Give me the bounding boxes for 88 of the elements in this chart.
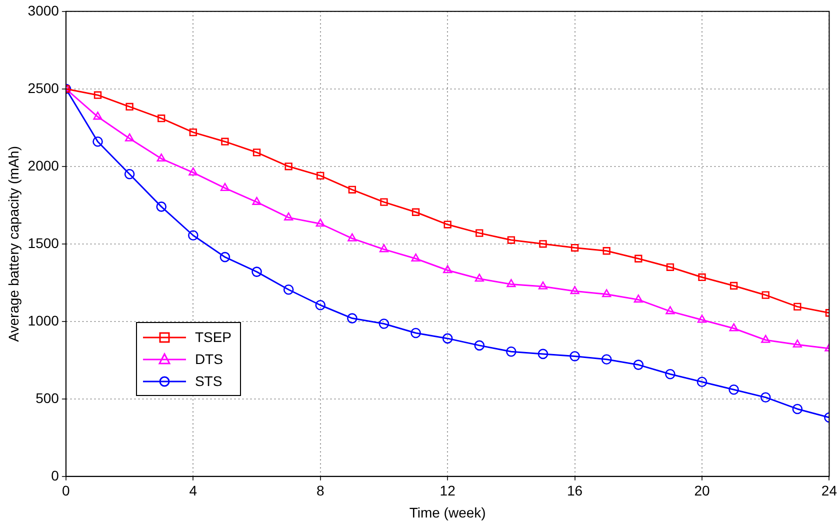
y-tick-label: 2000 xyxy=(28,157,60,174)
point xyxy=(794,302,802,311)
point xyxy=(730,282,738,290)
point xyxy=(220,182,230,191)
point xyxy=(156,202,167,212)
point xyxy=(158,114,166,122)
point xyxy=(252,196,262,205)
point xyxy=(760,392,771,402)
point xyxy=(378,318,390,329)
point xyxy=(633,360,644,370)
point xyxy=(93,112,102,120)
point xyxy=(696,376,708,387)
point xyxy=(729,323,738,332)
x-tick-label: 24 xyxy=(821,482,838,499)
point xyxy=(411,253,420,262)
point xyxy=(476,229,484,237)
point xyxy=(538,348,548,360)
point xyxy=(570,351,580,362)
point xyxy=(156,154,166,162)
x-tick-label: 16 xyxy=(567,482,583,499)
point xyxy=(666,306,675,314)
point xyxy=(316,172,324,180)
point xyxy=(634,294,643,303)
legend-label: STS xyxy=(194,373,222,390)
point xyxy=(506,279,516,288)
y-axis-title: Average battery capacity (mAh) xyxy=(5,146,22,342)
point xyxy=(443,265,452,274)
point xyxy=(507,236,516,244)
point xyxy=(602,247,610,255)
point xyxy=(252,148,261,156)
point xyxy=(570,286,580,294)
point xyxy=(570,244,579,252)
point xyxy=(315,300,326,310)
y-tick-label: 500 xyxy=(36,390,60,406)
point xyxy=(379,244,389,252)
y-tick-label: 3000 xyxy=(28,2,60,18)
point xyxy=(728,384,739,395)
point xyxy=(538,281,548,290)
x-tick-label: 20 xyxy=(694,482,710,499)
point xyxy=(762,291,770,299)
point xyxy=(92,136,103,147)
point xyxy=(792,404,803,414)
point xyxy=(284,212,294,220)
x-axis-title: Time (week) xyxy=(409,504,486,520)
point xyxy=(761,334,770,343)
point xyxy=(188,230,198,241)
point xyxy=(124,169,135,180)
point xyxy=(220,252,230,262)
point xyxy=(602,289,612,298)
legend-label: DTS xyxy=(194,351,223,368)
point xyxy=(410,328,421,338)
point xyxy=(380,198,388,206)
point xyxy=(412,208,420,216)
x-tick-label: 0 xyxy=(62,482,70,499)
point xyxy=(444,220,452,228)
point xyxy=(316,218,325,227)
y-tick-label: 2500 xyxy=(28,80,60,96)
point xyxy=(284,162,292,170)
point xyxy=(442,333,453,344)
point xyxy=(126,102,134,111)
point xyxy=(634,254,642,262)
y-tick-label: 0 xyxy=(51,467,60,484)
point xyxy=(792,340,802,348)
point xyxy=(348,186,356,194)
point xyxy=(506,346,516,357)
point xyxy=(283,284,294,295)
point xyxy=(125,133,134,142)
point xyxy=(666,263,674,271)
point xyxy=(188,167,198,176)
x-tick-label: 4 xyxy=(189,482,198,499)
point xyxy=(474,340,485,351)
y-tick-label: 1500 xyxy=(28,234,60,251)
point xyxy=(348,233,357,242)
point xyxy=(697,314,707,323)
point xyxy=(665,368,676,380)
point xyxy=(221,138,229,146)
x-tick-label: 8 xyxy=(316,482,324,499)
point xyxy=(698,273,706,282)
point xyxy=(94,91,102,99)
point xyxy=(539,240,547,248)
point xyxy=(347,313,358,324)
point xyxy=(252,266,262,277)
point xyxy=(601,354,612,365)
y-tick-label: 1000 xyxy=(28,312,60,328)
x-tick-label: 12 xyxy=(440,482,456,499)
point xyxy=(474,274,484,282)
point xyxy=(189,128,197,136)
legend-label: TSEP xyxy=(194,329,232,346)
